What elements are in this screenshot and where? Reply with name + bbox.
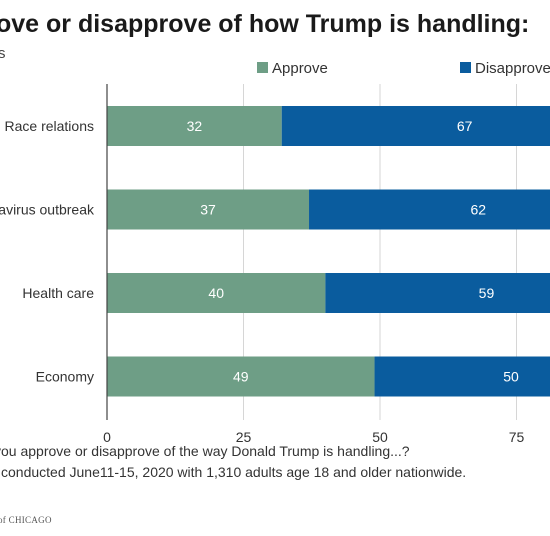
x-tick-label-75: 75 [509,429,525,445]
data-label-approve-0: 32 [187,118,203,134]
bar-disapprove-3 [374,356,550,397]
footnote-question: you approve or disapprove of the way Don… [0,443,410,459]
category-label-3: Economy [36,369,94,385]
bar-approve-1 [107,189,310,230]
bar-disapprove-1 [309,189,550,230]
bar-approve-0 [107,106,282,146]
footnote-methodology: l conducted June11-15, 2020 with 1,310 a… [0,464,467,480]
chart-title: ove or disapprove of how Trump is handli… [0,10,530,38]
legend-label-approve: Approve [272,60,328,77]
legend-swatch-disapprove [460,62,471,73]
data-label-disapprove-3: 50 [503,369,519,385]
x-tick-label-0: 0 [103,429,111,445]
bar-disapprove-0 [281,106,550,146]
category-label-1: avirus outbreak [0,202,95,218]
data-label-approve-3: 49 [233,369,249,385]
category-label-2: Health care [22,285,94,301]
logo: of CHICAGO [0,515,52,525]
data-label-approve-1: 37 [200,202,216,218]
legend-label-disapprove: Disapprove [475,60,550,77]
data-label-disapprove-1: 62 [470,202,486,218]
data-label-disapprove-0: 67 [457,118,473,134]
data-label-disapprove-2: 59 [479,285,495,301]
bar-approve-3 [107,356,375,397]
chart-subtitle: s [0,45,6,62]
x-tick-label-50: 50 [372,429,388,445]
x-tick-label-25: 25 [236,429,252,445]
bar-disapprove-2 [325,273,550,313]
category-label-0: Race relations [5,118,95,134]
data-label-approve-2: 40 [208,285,224,301]
legend-swatch-approve [257,62,268,73]
bar-approve-2 [107,273,326,313]
